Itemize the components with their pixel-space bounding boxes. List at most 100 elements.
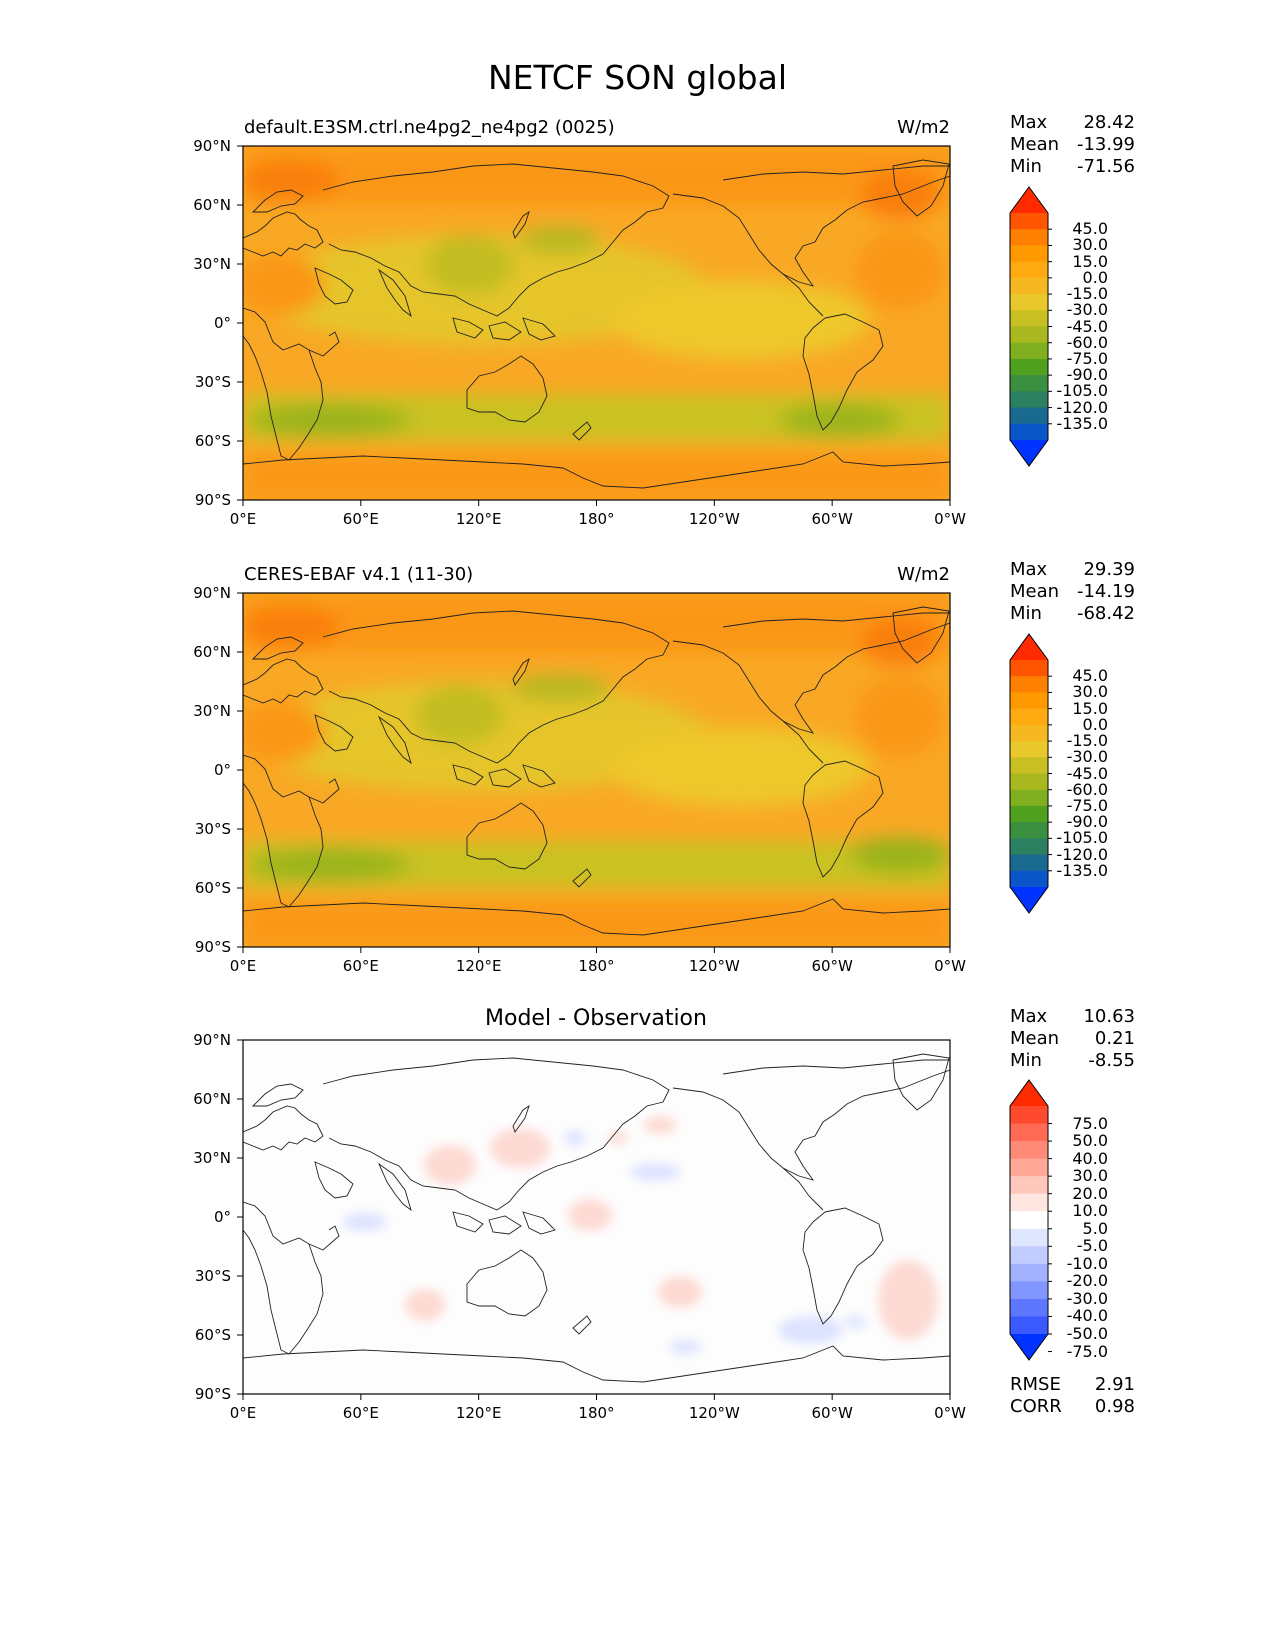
colorbar-segment xyxy=(1010,1281,1048,1300)
colorbar-segment xyxy=(1010,261,1048,279)
stat-mean-label: Mean xyxy=(1010,581,1060,602)
colorbar-segment xyxy=(1010,407,1048,425)
stat-mean-label: Mean xyxy=(1010,1028,1060,1049)
colorbar-segment xyxy=(1010,358,1048,376)
x-tick-label: 120°E xyxy=(455,1404,502,1422)
corr-value: 0.98 xyxy=(1094,1396,1135,1417)
panel-2-units: W/m2 xyxy=(897,564,950,585)
colorbar-label: -90.0 xyxy=(1066,812,1108,832)
colorbar-label: 45.0 xyxy=(1072,666,1108,686)
panel-1-stats: Max 28.42 Mean -13.99 Min -71.56 xyxy=(1010,112,1135,178)
y-tick-label: 0° xyxy=(213,1208,231,1226)
rmse-value: 2.91 xyxy=(1094,1374,1135,1395)
colorbar-label: 40.0 xyxy=(1072,1148,1108,1168)
x-tick-label: 0°W xyxy=(934,957,966,975)
map-panel-difference xyxy=(242,1039,951,1395)
colorbar-segment xyxy=(1010,660,1048,677)
figure-title: NETCF SON global xyxy=(487,58,787,97)
colorbar-label: 30.0 xyxy=(1072,682,1108,702)
colorbar-outline xyxy=(1009,633,1049,914)
x-tick-label: 0°E xyxy=(229,510,257,528)
colorbar-segment xyxy=(1010,1263,1048,1282)
stat-min-label: Min xyxy=(1010,156,1042,177)
colorbar-label: 45.0 xyxy=(1072,219,1108,239)
x-tick-label: 120°E xyxy=(455,510,502,528)
colorbar-segment xyxy=(1010,310,1048,328)
y-tick-label: 60°N xyxy=(193,643,231,661)
colorbar-segment xyxy=(1010,1228,1048,1247)
stat-max-value: 28.42 xyxy=(1083,112,1135,133)
colorbar-label: -20.0 xyxy=(1066,1271,1108,1291)
colorbar-label: -40.0 xyxy=(1066,1306,1108,1326)
colorbar-label: 20.0 xyxy=(1072,1183,1108,1203)
stat-min-value: -68.42 xyxy=(1076,603,1135,624)
x-tick-label: 0°W xyxy=(934,1404,966,1422)
x-tick-label: 0°E xyxy=(229,1404,257,1422)
colorbar-label: -30.0 xyxy=(1066,300,1108,320)
stat-min-label: Min xyxy=(1010,603,1042,624)
colorbar-segment xyxy=(1010,773,1048,791)
y-tick-label: 60°S xyxy=(194,1326,231,1344)
colorbar-label: 30.0 xyxy=(1072,235,1108,255)
y-tick-label: 0° xyxy=(213,314,231,332)
stat-mean-value: 0.21 xyxy=(1094,1028,1135,1049)
colorbar-label: -10.0 xyxy=(1066,1253,1108,1273)
colorbar-label: -60.0 xyxy=(1066,332,1108,352)
colorbar-label: 0.0 xyxy=(1082,267,1108,287)
colorbar-segment xyxy=(1010,741,1048,758)
map-panel-observation xyxy=(242,592,951,948)
colorbar-segment xyxy=(1010,1141,1048,1160)
colorbar-label: 30.0 xyxy=(1072,1166,1108,1186)
stat-max-value: 29.39 xyxy=(1083,559,1135,580)
colorbar-segment xyxy=(1010,375,1048,392)
y-tick-label: 30°N xyxy=(193,255,231,273)
y-tick-label: 90°S xyxy=(194,491,231,509)
colorbar-segment xyxy=(1010,245,1048,263)
colorbar-segment xyxy=(1010,1246,1048,1265)
colorbar-extend-min xyxy=(1010,440,1048,466)
colorbar-segment xyxy=(1010,213,1048,230)
y-tick-label: 30°S xyxy=(194,1267,231,1285)
panel-1-units: W/m2 xyxy=(897,117,950,138)
panel-1-title: default.E3SM.ctrl.ne4pg2_ne4pg2 (0025) xyxy=(244,117,615,138)
y-tick-label: 0° xyxy=(213,761,231,779)
x-tick-label: 180° xyxy=(578,957,615,975)
colorbar-segment xyxy=(1010,805,1048,823)
y-tick-label: 90°N xyxy=(193,584,231,602)
x-tick-label: 120°W xyxy=(688,957,740,975)
y-tick-label: 30°S xyxy=(194,373,231,391)
colorbar-segment xyxy=(1010,757,1048,775)
x-tick-label: 180° xyxy=(578,510,615,528)
colorbar-segment xyxy=(1010,692,1048,710)
map-panel-model xyxy=(242,145,951,501)
colorbar-label: -135.0 xyxy=(1056,413,1108,433)
y-tick-label: 90°S xyxy=(194,1385,231,1403)
colorbar-label: -50.0 xyxy=(1066,1324,1108,1343)
x-tick-label: 120°E xyxy=(455,957,502,975)
colorbar-segment xyxy=(1010,1158,1048,1177)
colorbar-segment xyxy=(1010,342,1048,360)
stat-min-value: -8.55 xyxy=(1088,1050,1135,1071)
colorbar-segment xyxy=(1010,838,1048,856)
rmse-label: RMSE xyxy=(1010,1374,1061,1395)
x-tick-label: 0°W xyxy=(934,510,966,528)
y-tick-label: 30°N xyxy=(193,1149,231,1167)
stat-min-label: Min xyxy=(1010,1050,1042,1071)
colorbar-segment xyxy=(1010,1316,1048,1335)
colorbar-segment xyxy=(1010,277,1048,295)
colorbar-outline xyxy=(1009,186,1049,467)
y-tick-label: 90°S xyxy=(194,938,231,956)
x-tick-label: 120°W xyxy=(688,510,740,528)
colorbar-segment xyxy=(1010,1123,1048,1142)
x-tick-label: 60°E xyxy=(342,957,379,975)
colorbar-extend-max xyxy=(1010,187,1048,213)
colorbar-segment xyxy=(1010,822,1048,839)
colorbar-segment xyxy=(1010,326,1048,344)
x-tick-label: 60°W xyxy=(811,510,853,528)
colorbar-label: -75.0 xyxy=(1066,348,1108,368)
stat-mean-label: Mean xyxy=(1010,134,1060,155)
x-tick-label: 180° xyxy=(578,1404,615,1422)
colorbar-label: -75.0 xyxy=(1066,1341,1108,1361)
colorbar-label: 0.0 xyxy=(1082,714,1108,734)
